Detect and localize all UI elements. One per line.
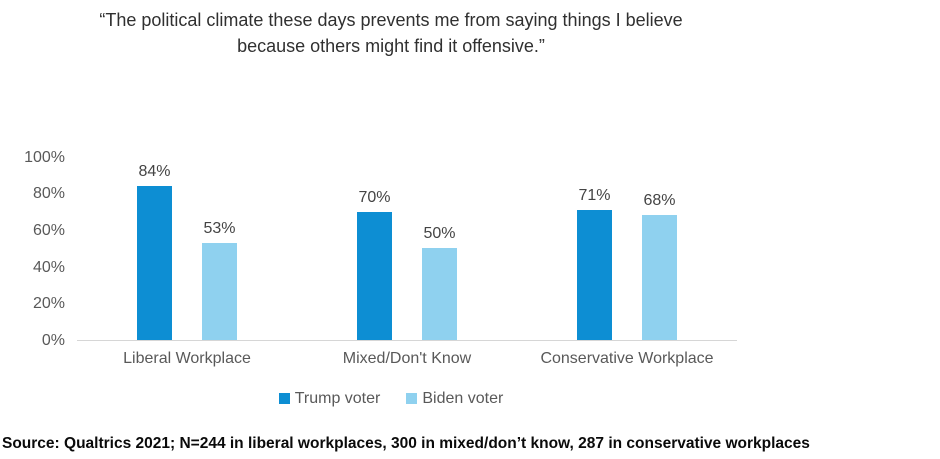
bar-wrap-biden-voter-mixed-don-t-know: 50% xyxy=(422,225,457,340)
bar-value-label-trump-voter-conservative-workplace: 71% xyxy=(578,186,611,204)
bar-biden-voter-mixed-don-t-know xyxy=(422,248,457,340)
bar-wrap-biden-voter-conservative-workplace: 68% xyxy=(642,192,677,340)
source-note: Source: Qualtrics 2021; N=244 in liberal… xyxy=(2,435,810,452)
bar-value-label-biden-voter-liberal-workplace: 53% xyxy=(203,219,236,237)
chart-container: “The political climate these days preven… xyxy=(0,10,782,408)
y-tick-label-60: 60% xyxy=(32,222,65,239)
y-axis: 0% 20% 40% 60% 80% 100% xyxy=(0,149,77,349)
y-tick-label-100: 100% xyxy=(24,148,65,166)
x-axis-label-conservative-workplace: Conservative Workplace xyxy=(540,349,714,367)
bar-biden-voter-conservative-workplace xyxy=(642,215,677,340)
bar-group-conservative-workplace: 71% 68% xyxy=(517,158,737,340)
bar-value-label-biden-voter-mixed-don-t-know: 50% xyxy=(423,225,456,243)
bar-group-mixed-don-t-know: 70% 50% xyxy=(297,158,517,340)
legend-swatch-icon-trump-voter xyxy=(278,393,290,405)
legend-item-biden-voter: Biden voter xyxy=(406,390,503,408)
y-tick-label-40: 40% xyxy=(32,258,65,276)
bar-trump-voter-liberal-workplace xyxy=(137,186,172,340)
chart-title: “The political climate these days preven… xyxy=(99,10,683,56)
bar-value-label-trump-voter-mixed-don-t-know: 70% xyxy=(358,188,391,206)
y-tick-label-80: 80% xyxy=(32,185,65,203)
chart-plot-row: 0% 20% 40% 60% 80% 100% 84% 53% 70% 50% 71% 68% xyxy=(0,149,782,349)
legend: Trump voter Biden voter xyxy=(0,390,782,408)
bar-group-liberal-workplace: 84% 53% xyxy=(77,158,297,340)
bar-wrap-biden-voter-liberal-workplace: 53% xyxy=(202,220,237,340)
plot-area: 84% 53% 70% 50% 71% 68% xyxy=(77,158,737,341)
legend-swatch-icon-biden-voter xyxy=(406,393,418,405)
bar-value-label-trump-voter-liberal-workplace: 84% xyxy=(138,163,171,181)
y-tick-label-0: 0% xyxy=(41,331,65,349)
x-axis-label-liberal-workplace: Liberal Workplace xyxy=(123,349,251,367)
bar-wrap-trump-voter-liberal-workplace: 84% xyxy=(137,163,172,340)
x-axis-label-mixed-don-t-know: Mixed/Don't Know xyxy=(342,349,472,367)
bar-value-label-biden-voter-conservative-workplace: 68% xyxy=(643,192,676,210)
bar-trump-voter-mixed-don-t-know xyxy=(357,211,392,340)
bar-biden-voter-liberal-workplace xyxy=(202,242,237,340)
bar-wrap-trump-voter-mixed-don-t-know: 70% xyxy=(357,189,392,340)
y-tick-label-20: 20% xyxy=(32,295,65,313)
legend-label-trump-voter: Trump voter xyxy=(294,389,381,407)
x-axis: Liberal Workplace Mixed/Don't Know Conserv… xyxy=(77,341,737,368)
bar-wrap-trump-voter-conservative-workplace: 71% xyxy=(577,187,612,340)
bar-trump-voter-conservative-workplace xyxy=(577,209,612,340)
legend-item-trump-voter: Trump voter xyxy=(278,389,381,408)
legend-label-biden-voter: Biden voter xyxy=(422,389,504,407)
